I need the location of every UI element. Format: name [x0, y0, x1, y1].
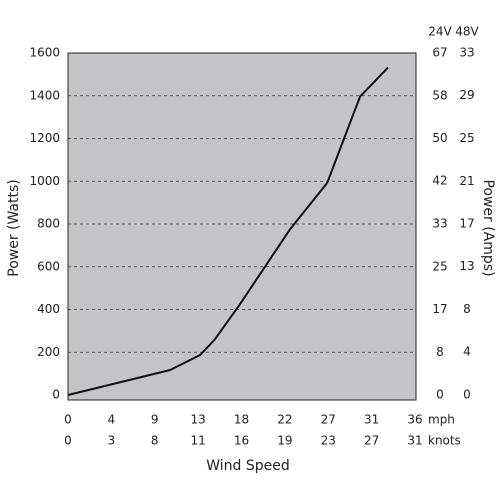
y-tick-label: 200	[37, 345, 60, 359]
power-curve	[67, 66, 389, 396]
x-tick-label: 31	[364, 413, 379, 427]
x-tick-label: 36	[407, 413, 422, 427]
x2-tick-label: 23	[321, 434, 336, 448]
plot-area	[67, 52, 417, 401]
y2-tick-label: 8	[436, 345, 444, 359]
y-tick-label: 1400	[29, 88, 60, 102]
x2-tick-label: 0	[64, 434, 72, 448]
y3-tick-label: 8	[463, 302, 471, 316]
x-tick-label: 22	[277, 413, 292, 427]
x-unit: mph	[428, 413, 455, 427]
y2-tick-label: 25	[432, 259, 447, 273]
y-tick-label: 0	[52, 388, 60, 402]
x-tick-label: 0	[64, 413, 72, 427]
y2-tick-label: 0	[436, 388, 444, 402]
y2-header: 24V	[428, 25, 452, 39]
y2-tick-label: 33	[432, 217, 447, 231]
x-tick-label: 27	[321, 413, 336, 427]
x-tick-label: 18	[234, 413, 249, 427]
y3-tick-label: 21	[459, 174, 474, 188]
x-tick-label: 9	[151, 413, 159, 427]
x-tick-label: 4	[108, 413, 116, 427]
x-axis-title: Wind Speed	[206, 458, 290, 474]
y3-tick-label: 29	[459, 88, 474, 102]
y2-tick-label: 17	[432, 302, 447, 316]
y2-tick-label: 67	[432, 46, 447, 60]
y-axis-title: Power (Watts)	[6, 179, 22, 277]
y3-tick-label: 33	[459, 46, 474, 60]
x2-tick-label: 27	[364, 434, 379, 448]
y3-tick-label: 17	[459, 216, 474, 230]
x-tick-label: 13	[190, 413, 205, 427]
y-tick-label: 600	[37, 259, 60, 273]
x2-tick-label: 11	[190, 434, 205, 448]
y2-tick-label: 58	[432, 88, 447, 102]
x2-tick-label: 31	[407, 434, 422, 448]
y-tick-label: 1600	[29, 46, 60, 60]
y2-tick-label: 50	[432, 131, 447, 145]
x2-unit: knots	[428, 434, 461, 448]
x2-tick-label: 8	[151, 434, 159, 448]
x2-tick-label: 16	[234, 434, 249, 448]
y-tick-label: 400	[37, 302, 60, 316]
x2-tick-label: 19	[277, 434, 292, 448]
y-tick-label: 1000	[29, 174, 60, 188]
y2-axis-title: Power (Amps)	[480, 179, 496, 276]
y3-tick-label: 4	[463, 345, 471, 359]
y-tick-label: 800	[37, 217, 60, 231]
y3-header: 48V	[455, 25, 479, 39]
y2-tick-label: 42	[432, 174, 447, 188]
x2-tick-label: 3	[108, 434, 116, 448]
y3-tick-label: 25	[459, 131, 474, 145]
y3-tick-label: 0	[463, 388, 471, 402]
y-tick-label: 1200	[29, 131, 60, 145]
y3-tick-label: 13	[459, 259, 474, 273]
